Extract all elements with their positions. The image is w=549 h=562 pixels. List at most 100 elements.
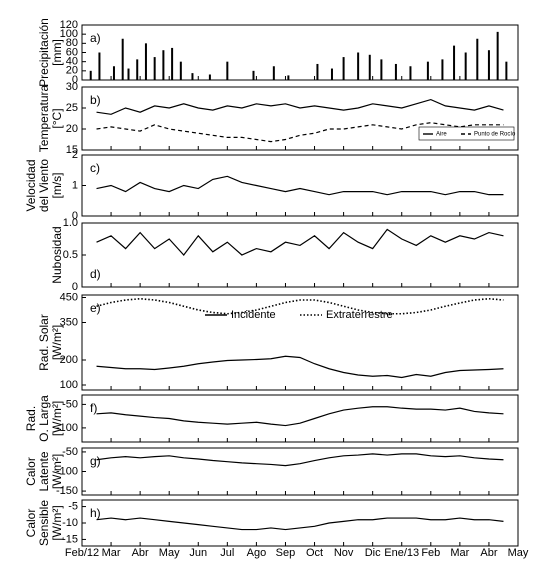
bar xyxy=(368,54,371,80)
panel-frame xyxy=(81,24,519,81)
x-tick-label: Ene/13 xyxy=(384,547,419,559)
y-tick-label: 40 xyxy=(66,56,78,68)
bar xyxy=(121,38,124,80)
y-tick-label: 60 xyxy=(66,46,78,58)
panel-frame xyxy=(81,394,519,443)
bar xyxy=(496,31,499,80)
bar xyxy=(226,61,229,80)
y-tick-label: 1 xyxy=(72,179,78,191)
y-tick-label: -150 xyxy=(56,485,78,497)
y-axis-label: Rad. xyxy=(24,406,38,431)
y-tick-label: -15 xyxy=(62,533,78,545)
y-axis-label: Latente xyxy=(37,451,51,491)
panel-label: d) xyxy=(90,267,101,281)
y-tick-label: 350 xyxy=(60,316,78,328)
bar xyxy=(162,50,165,80)
x-tick-label: Mar xyxy=(450,547,469,559)
bar xyxy=(464,52,467,80)
y-axis-label: [mm] xyxy=(50,39,64,66)
bar xyxy=(112,66,115,80)
y-axis-label: [m/s] xyxy=(50,173,64,199)
y-tick-label: -5 xyxy=(68,500,78,512)
x-tick-label: Feb/12 xyxy=(65,547,99,559)
x-tick-label: May xyxy=(159,547,180,559)
bar xyxy=(330,68,333,80)
y-axis-label: [W/m²] xyxy=(50,454,64,489)
panel-label: c) xyxy=(90,161,100,175)
y-axis-label: [W/m²] xyxy=(50,505,64,540)
panel-frame xyxy=(81,499,519,547)
bar xyxy=(171,47,174,80)
legend-label: Extraterrestre xyxy=(326,309,393,321)
x-tick-label: Oct xyxy=(306,547,323,559)
bar xyxy=(357,52,360,80)
y-axis-label: [°C] xyxy=(50,108,64,128)
y-axis-label: Nubosidad xyxy=(50,226,64,283)
legend-label: Punto de Rocío xyxy=(474,132,516,138)
y-axis-label: del Viento xyxy=(37,159,51,212)
bar xyxy=(394,63,397,80)
y-axis-label: Calor xyxy=(24,457,38,486)
series-line xyxy=(96,517,504,531)
x-tick-label: Dic xyxy=(365,547,381,559)
bar xyxy=(136,59,139,80)
y-tick-label: -100 xyxy=(56,422,78,434)
bar xyxy=(144,43,147,80)
y-axis-label: O. Larga xyxy=(37,395,51,442)
legend-label: Incidente xyxy=(231,309,276,321)
y-axis-label: [W/m²] xyxy=(50,325,64,360)
x-tick-label: Abr xyxy=(132,547,149,559)
y-tick-label: -50 xyxy=(62,398,78,410)
y-tick-label: 1.0 xyxy=(63,217,78,229)
y-tick-label: 30 xyxy=(66,81,78,93)
bar xyxy=(342,57,345,80)
x-tick-label: Sep xyxy=(276,547,296,559)
x-tick-label: Nov xyxy=(334,547,354,559)
y-tick-label: 0.5 xyxy=(63,249,78,261)
legend-box xyxy=(418,126,515,141)
x-tick-label: Jun xyxy=(189,547,207,559)
y-tick-label: 2 xyxy=(72,149,78,161)
bar xyxy=(409,66,412,80)
bar xyxy=(179,61,182,80)
y-axis-label: Temperatura xyxy=(37,84,51,152)
series-line xyxy=(96,228,504,256)
x-tick-label: May xyxy=(508,547,529,559)
y-tick-label: -10 xyxy=(62,517,78,529)
bar xyxy=(252,70,255,80)
x-tick-label: Mar xyxy=(102,547,121,559)
bar xyxy=(127,68,130,80)
bar xyxy=(476,38,479,80)
bar xyxy=(505,61,508,80)
y-tick-label: 20 xyxy=(66,123,78,135)
bar xyxy=(272,66,275,80)
y-tick-label: 100 xyxy=(60,379,78,391)
series-line xyxy=(96,98,504,115)
y-axis-label: Rad. Solar xyxy=(37,314,51,371)
bar xyxy=(287,75,290,80)
y-tick-label: 0 xyxy=(72,210,78,222)
panel-label: e) xyxy=(90,301,101,315)
x-tick-label: Ago xyxy=(247,547,267,559)
bar xyxy=(208,74,211,80)
x-tick-label: Abr xyxy=(480,547,497,559)
legend: Incidente Extraterrestre xyxy=(205,309,393,321)
y-axis-label: Precipitación xyxy=(37,18,51,87)
series-line xyxy=(96,297,504,315)
y-tick-label: 0 xyxy=(72,74,78,86)
series-line xyxy=(96,453,504,467)
panel-label: a) xyxy=(90,31,101,45)
series-line xyxy=(96,355,504,379)
y-axis-label: Velocidad xyxy=(24,159,38,211)
x-tick-label: Feb xyxy=(421,547,440,559)
y-tick-label: 200 xyxy=(60,354,78,366)
y-tick-label: 20 xyxy=(66,65,78,77)
y-tick-label: 15 xyxy=(66,144,78,156)
panel-frame xyxy=(81,294,519,391)
bar xyxy=(426,61,429,80)
y-tick-label: 100 xyxy=(60,28,78,40)
panel-frame xyxy=(81,447,519,496)
bar xyxy=(316,63,319,80)
panel-frame xyxy=(81,222,519,288)
